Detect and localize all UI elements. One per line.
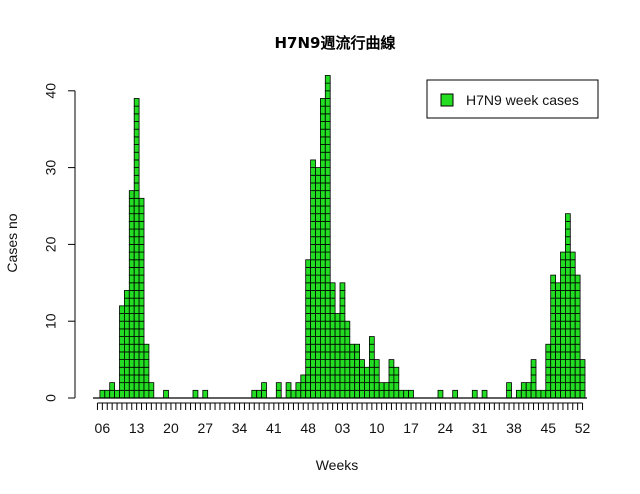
bar [344, 320, 351, 399]
bar [163, 389, 169, 399]
x-tick-label: 38 [506, 420, 522, 436]
bar [275, 382, 282, 399]
x-tick-label: 41 [266, 420, 282, 436]
bar [148, 382, 155, 399]
bar [579, 359, 586, 399]
bar [569, 251, 576, 399]
bar [295, 382, 302, 399]
bar [574, 274, 581, 399]
bar [383, 382, 390, 399]
bar [305, 259, 312, 399]
y-axis-label: Cases no [4, 213, 20, 272]
bar [506, 382, 512, 399]
bar [339, 282, 346, 399]
bar [403, 389, 410, 399]
bar [349, 343, 356, 399]
bar [368, 336, 375, 399]
y-axis: 0 10 20 30 40 [43, 83, 76, 402]
x-tick-label: 13 [129, 420, 145, 436]
bar [285, 382, 292, 399]
x-tick-label: 52 [575, 420, 591, 436]
y-tick-label: 30 [43, 160, 59, 176]
bar [261, 382, 267, 399]
bar [315, 167, 321, 399]
bar [310, 159, 316, 399]
bar [119, 305, 125, 399]
y-tick-label: 20 [43, 236, 59, 252]
bar [192, 389, 199, 399]
x-tick-label: 10 [369, 420, 385, 436]
bar [393, 366, 400, 399]
bar [124, 290, 130, 399]
bar [251, 389, 258, 399]
bar [437, 389, 444, 399]
legend-entry-label: H7N9 week cases [466, 92, 579, 108]
bar [359, 359, 365, 399]
bar [290, 389, 297, 399]
bar [520, 382, 527, 399]
bar [319, 98, 326, 399]
x-axis: 06 13 20 27 34 41 48 03 10 17 24 31 38 45 52 [93, 397, 591, 436]
y-tick-label: 0 [43, 394, 59, 402]
bar [540, 389, 547, 399]
bar [388, 359, 395, 399]
bars [99, 75, 586, 399]
bar [398, 389, 405, 399]
x-tick-label: 03 [335, 420, 351, 436]
bar [334, 313, 341, 399]
bar [99, 389, 106, 399]
bar [364, 366, 370, 399]
x-tick-label: 24 [438, 420, 454, 436]
bar [329, 282, 336, 399]
bar [373, 359, 380, 399]
bar [550, 274, 557, 399]
bar [114, 389, 120, 399]
y-tick-label: 40 [43, 83, 59, 99]
bar [324, 75, 331, 399]
bar [555, 282, 561, 399]
bar [545, 343, 552, 399]
x-tick-label: 31 [472, 420, 488, 436]
x-axis-label: Weeks [316, 457, 359, 473]
x-tick-label: 17 [403, 420, 419, 436]
bar [525, 382, 532, 399]
bar [471, 389, 478, 399]
bar [354, 343, 361, 399]
bar [109, 382, 115, 399]
bar [530, 359, 537, 399]
bar [143, 343, 150, 399]
bar [481, 389, 488, 399]
bar [202, 389, 209, 399]
legend: H7N9 week cases [426, 79, 599, 119]
x-tick-label: 34 [232, 420, 248, 436]
x-tick-label: 45 [540, 420, 556, 436]
bar [378, 382, 385, 399]
y-tick-label: 10 [43, 313, 59, 329]
chart-title: H7N9週流行曲線 [275, 34, 396, 52]
legend-swatch [440, 93, 454, 107]
bar [516, 389, 522, 399]
bar [256, 389, 263, 399]
bar [300, 374, 307, 399]
legend-box [426, 79, 599, 119]
bar [128, 190, 135, 399]
x-tick-label: 06 [95, 420, 111, 436]
bar [560, 251, 566, 399]
bar [565, 213, 571, 399]
bar [408, 389, 414, 399]
bar [138, 197, 145, 399]
bar [535, 389, 542, 399]
x-tick-label: 27 [197, 420, 213, 436]
bar [133, 98, 140, 399]
x-tick-label: 20 [163, 420, 179, 436]
bar [104, 389, 111, 399]
bar [452, 389, 459, 399]
x-tick-label: 48 [300, 420, 316, 436]
